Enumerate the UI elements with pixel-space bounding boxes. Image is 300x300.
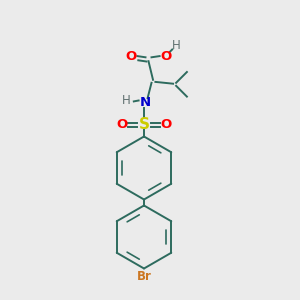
Text: Br: Br (136, 270, 152, 283)
Text: N: N (140, 96, 151, 110)
Text: H: H (171, 39, 180, 52)
Text: H: H (122, 94, 130, 107)
Text: O: O (125, 50, 136, 63)
Text: O: O (116, 118, 128, 131)
Text: O: O (160, 118, 172, 131)
Text: O: O (160, 50, 172, 63)
Text: S: S (139, 117, 149, 132)
